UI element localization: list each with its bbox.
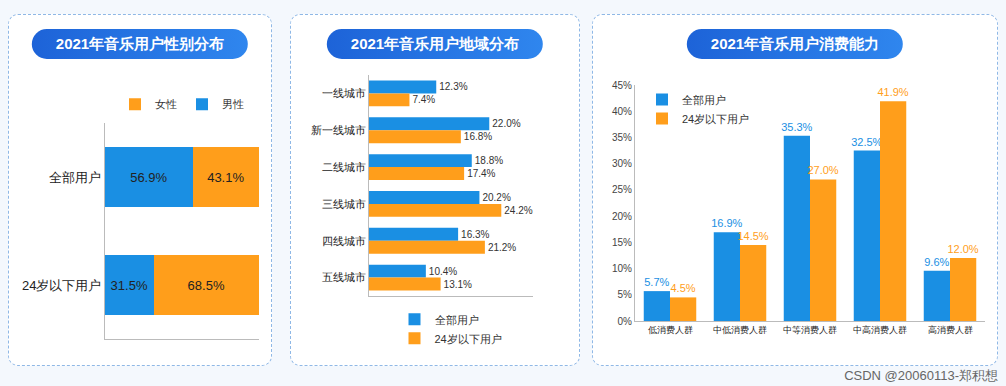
svg-text:12.0%: 12.0% — [947, 243, 978, 255]
svg-text:全部用户: 全部用户 — [682, 94, 726, 106]
svg-text:68.5%: 68.5% — [188, 278, 225, 293]
svg-text:17.4%: 17.4% — [467, 168, 495, 179]
svg-text:24.2%: 24.2% — [504, 205, 532, 216]
svg-text:32.5%: 32.5% — [851, 136, 882, 148]
svg-text:20%: 20% — [612, 211, 632, 222]
svg-text:10%: 10% — [612, 263, 632, 274]
svg-text:中高消费人群: 中高消费人群 — [853, 325, 907, 335]
svg-text:中等消费人群: 中等消费人群 — [783, 325, 837, 335]
svg-text:18.8%: 18.8% — [475, 155, 503, 166]
svg-text:24岁以下用户: 24岁以下用户 — [22, 278, 101, 293]
svg-text:9.6%: 9.6% — [924, 256, 949, 268]
svg-text:10.4%: 10.4% — [429, 266, 457, 277]
svg-text:43.1%: 43.1% — [207, 170, 244, 185]
svg-text:13.1%: 13.1% — [444, 279, 472, 290]
html-text:2021年音乐用户性别分布: 2021年音乐用户性别分布 — [55, 35, 225, 52]
svg-text:35%: 35% — [612, 132, 632, 143]
svg-text:25%: 25% — [612, 184, 632, 195]
svg-text:女性: 女性 — [155, 98, 177, 110]
svg-text:高消费人群: 高消费人群 — [928, 325, 973, 335]
svg-text:30%: 30% — [612, 158, 632, 169]
svg-text:一线城市: 一线城市 — [322, 87, 366, 99]
svg-text:20.2%: 20.2% — [482, 192, 510, 203]
svg-text:40%: 40% — [612, 106, 632, 117]
svg-text:新一线城市: 新一线城市 — [311, 124, 366, 136]
svg-text:27.0%: 27.0% — [807, 164, 838, 176]
svg-text:56.9%: 56.9% — [130, 170, 167, 185]
html-text:2021年音乐用户地域分布: 2021年音乐用户地域分布 — [350, 35, 520, 52]
svg-text:35.3%: 35.3% — [781, 121, 812, 133]
svg-text:22.0%: 22.0% — [492, 118, 520, 129]
svg-text:全部用户: 全部用户 — [435, 314, 479, 326]
svg-text:中低消费人群: 中低消费人群 — [713, 325, 767, 335]
svg-text:24岁以下用户: 24岁以下用户 — [435, 333, 502, 345]
svg-text:五线城市: 五线城市 — [322, 271, 366, 283]
svg-text:16.3%: 16.3% — [461, 229, 489, 240]
svg-text:三线城市: 三线城市 — [322, 198, 366, 210]
svg-text:15%: 15% — [612, 237, 632, 248]
html-text:CSDN @20060113-郑积想: CSDN @20060113-郑积想 — [844, 368, 998, 383]
svg-text:41.9%: 41.9% — [877, 86, 908, 98]
svg-text:0%: 0% — [618, 316, 633, 327]
svg-text:45%: 45% — [612, 80, 632, 91]
svg-text:14.5%: 14.5% — [737, 230, 768, 242]
svg-text:低消费人群: 低消费人群 — [648, 325, 693, 335]
svg-text:21.2%: 21.2% — [488, 242, 516, 253]
svg-text:男性: 男性 — [222, 98, 244, 110]
svg-text:5.7%: 5.7% — [644, 276, 669, 288]
svg-text:5%: 5% — [618, 289, 633, 300]
svg-text:24岁以下用户: 24岁以下用户 — [682, 113, 749, 125]
svg-text:7.4%: 7.4% — [412, 94, 435, 105]
svg-text:4.5%: 4.5% — [670, 282, 695, 294]
svg-text:16.9%: 16.9% — [711, 217, 742, 229]
svg-text:全部用户: 全部用户 — [49, 170, 101, 185]
svg-text:16.8%: 16.8% — [464, 131, 492, 142]
html-text:2021年音乐用户消费能力: 2021年音乐用户消费能力 — [710, 35, 880, 52]
svg-text:31.5%: 31.5% — [111, 278, 148, 293]
svg-text:二线城市: 二线城市 — [322, 161, 366, 173]
svg-text:12.3%: 12.3% — [439, 81, 467, 92]
svg-text:四线城市: 四线城市 — [322, 235, 366, 247]
